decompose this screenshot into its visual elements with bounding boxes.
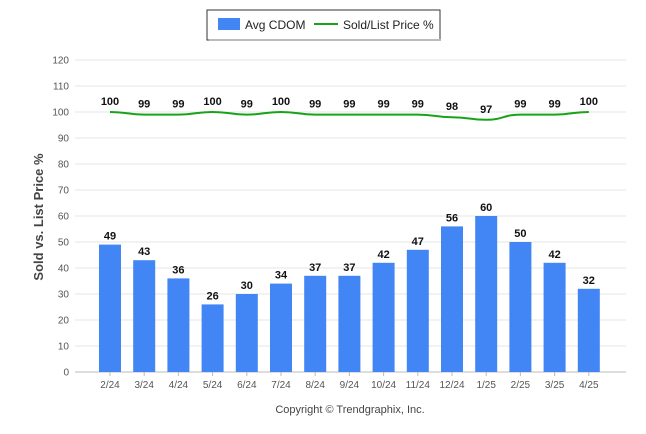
line-data-label: 97 — [480, 104, 492, 116]
bar — [338, 275, 361, 372]
legend-bar-label: Avg CDOM — [245, 18, 305, 32]
x-tick-label: 5/24 — [203, 380, 223, 391]
x-tick-label: 2/24 — [100, 380, 120, 391]
line-data-label: 99 — [138, 99, 150, 111]
copyright-footer: Copyright © Trendgraphix, Inc. — [275, 404, 424, 416]
bar — [543, 262, 566, 372]
line-data-label: 99 — [377, 99, 389, 111]
line-data-label: 99 — [514, 99, 526, 111]
line-data-label: 98 — [446, 101, 458, 113]
x-tick-label: 2/25 — [511, 380, 531, 391]
bar-data-label: 34 — [275, 270, 288, 282]
bar-data-label: 36 — [172, 264, 184, 276]
bar-data-label: 37 — [343, 262, 355, 274]
y-tick-label: 80 — [58, 160, 70, 171]
legend-bar-swatch — [218, 18, 240, 30]
x-tick-label: 4/25 — [579, 380, 599, 391]
bar — [235, 294, 258, 372]
bar-data-label: 42 — [377, 249, 389, 261]
bar-data-label: 49 — [104, 231, 116, 243]
x-tick-label: 12/24 — [439, 380, 464, 391]
line-data-label: 99 — [412, 99, 424, 111]
line-data-label: 99 — [548, 99, 560, 111]
x-tick-label: 7/24 — [271, 380, 291, 391]
y-tick-labels: 0 10 20 30 40 50 60 70 80 90 100 110 120 — [52, 56, 69, 379]
legend-line-label: Sold/List Price % — [343, 18, 434, 32]
bar — [270, 283, 292, 372]
x-tick-label: 9/24 — [340, 380, 360, 391]
bar-data-label: 32 — [583, 275, 595, 287]
sold-list-price-line — [109, 110, 589, 121]
y-tick-label: 10 — [58, 342, 70, 353]
bar — [201, 304, 224, 372]
x-tick-label: 8/24 — [305, 380, 325, 391]
line-data-label: 99 — [309, 99, 321, 111]
bar-data-label: 42 — [548, 249, 560, 261]
y-tick-label: 30 — [58, 290, 70, 301]
bar-data-label: 56 — [446, 212, 458, 224]
x-tick-label: 3/24 — [134, 380, 154, 391]
line-data-label: 100 — [580, 96, 598, 108]
bar — [577, 288, 600, 372]
x-tick-label: 1/25 — [476, 380, 496, 391]
bar-data-label: 26 — [206, 290, 218, 302]
bar — [372, 262, 395, 372]
bar — [509, 242, 532, 372]
bar — [475, 216, 498, 372]
bar — [304, 275, 327, 372]
x-tick-label: 4/24 — [169, 380, 189, 391]
bar-data-label: 47 — [412, 236, 424, 248]
x-tick-label: 10/24 — [371, 380, 396, 391]
bar-data-label: 43 — [138, 246, 150, 258]
x-tick-labels: 2/24 3/24 4/24 5/24 6/24 7/24 8/24 9/24 10/24 11/… — [100, 372, 599, 391]
y-tick-label: 70 — [58, 186, 70, 197]
bar — [99, 244, 121, 372]
y-tick-label: 50 — [58, 238, 70, 249]
bar — [441, 226, 463, 372]
line-data-labels: 100 99 99 100 99 100 99 99 99 99 98 97 99 99 100 — [101, 96, 598, 116]
bar-series — [99, 216, 600, 372]
legend-shadow — [209, 39, 441, 41]
line-data-label: 99 — [241, 99, 253, 111]
line-data-label: 99 — [172, 99, 184, 111]
bar-data-label: 30 — [241, 280, 253, 292]
legend: Avg CDOM Sold/List Price % — [206, 9, 441, 41]
bar-data-label: 37 — [309, 262, 321, 274]
y-tick-label: 0 — [63, 368, 69, 379]
x-tick-label: 6/24 — [237, 380, 257, 391]
x-tick-label: 3/25 — [545, 380, 565, 391]
y-tick-label: 40 — [58, 264, 70, 275]
bar-data-label: 50 — [514, 228, 526, 240]
line-series — [109, 110, 589, 121]
bar-data-label: 60 — [480, 202, 492, 214]
y-tick-label: 110 — [53, 82, 69, 93]
y-tick-label: 90 — [58, 134, 70, 145]
bar — [133, 260, 156, 372]
bar — [167, 278, 190, 372]
line-data-label: 100 — [101, 96, 119, 108]
line-data-label: 100 — [203, 96, 221, 108]
y-axis-label: Sold vs. List Price % — [31, 153, 46, 281]
x-tick-label: 11/24 — [406, 380, 431, 391]
line-data-label: 100 — [272, 96, 290, 108]
bar-data-labels: 49 43 36 26 30 34 37 37 42 47 56 60 50 42 32 — [104, 202, 595, 302]
y-tick-label: 60 — [58, 212, 70, 223]
y-tick-label: 100 — [52, 108, 69, 119]
y-tick-label: 20 — [58, 316, 70, 327]
line-data-label: 99 — [343, 99, 355, 111]
grid-layer — [75, 59, 626, 373]
bar — [406, 249, 429, 372]
y-tick-label: 120 — [52, 56, 69, 67]
